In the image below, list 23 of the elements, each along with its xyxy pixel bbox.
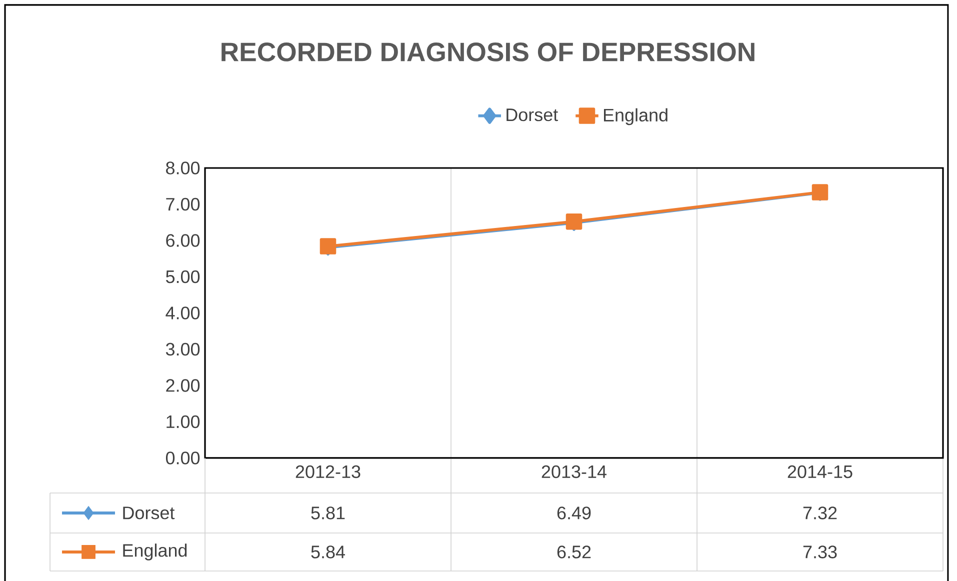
data-label: 5.84: [311, 546, 346, 558]
x-tick-label: 2014-15: [788, 465, 852, 478]
data-label: 6.52: [557, 546, 591, 558]
y-tick-label: 6.00: [166, 234, 200, 247]
y-tick-label: 3.00: [166, 342, 200, 356]
y-tick-label: 7.00: [166, 198, 200, 211]
legend-label: England: [604, 108, 668, 126]
x-tick-label: 2012-13: [296, 465, 360, 478]
text: England: [123, 544, 187, 560]
chart-title: RECORDED DIAGNOSIS OF DEPRESSION: [222, 42, 754, 62]
data-label: 7.33: [803, 546, 837, 558]
y-tick-label: 5.00: [166, 270, 200, 284]
y-tick-label: 2.00: [166, 379, 200, 392]
data-label: 7.32: [803, 506, 837, 520]
y-tick-label: 0.00: [166, 452, 200, 464]
y-tick-label: 4.00: [166, 306, 200, 320]
y-tick-label: 1.00: [166, 415, 200, 428]
text: Dorset: [123, 506, 175, 520]
data-label: 5.81: [311, 506, 345, 520]
legend-label: Dorset: [506, 108, 558, 122]
x-tick-label: 2013-14: [542, 465, 606, 478]
data-label: 6.49: [557, 506, 591, 520]
y-tick-label: 8.00: [166, 162, 200, 174]
